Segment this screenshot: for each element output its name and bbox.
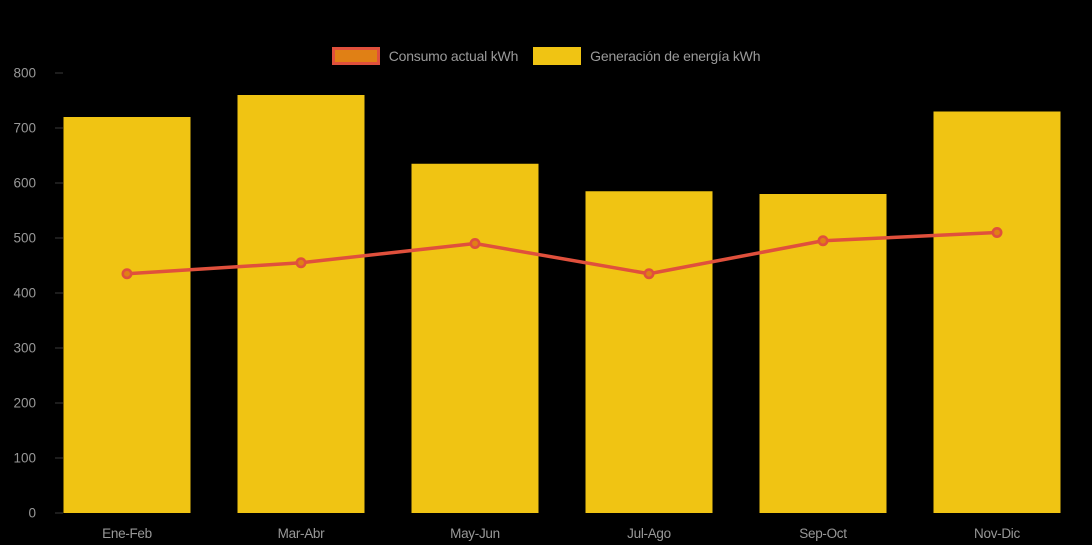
y-axis-tick-label: 300 bbox=[13, 341, 36, 356]
bar-generacion-energia bbox=[933, 111, 1061, 513]
point-consumo-actual bbox=[121, 268, 133, 280]
bar-generacion-energia bbox=[237, 95, 365, 513]
y-axis-tick-label: 400 bbox=[13, 286, 36, 301]
consumo-line-swatch-icon bbox=[331, 47, 380, 65]
point-consumo-actual bbox=[469, 238, 481, 250]
x-axis-category-label: Jul-Ago bbox=[627, 526, 671, 541]
x-axis-category-label: Ene-Feb bbox=[102, 526, 152, 541]
y-axis-tick-label: 0 bbox=[28, 506, 36, 521]
legend-label-generacion: Generación de energía kWh bbox=[590, 48, 761, 64]
chart-legend: Consumo actual kWh Generación de energía… bbox=[0, 47, 1092, 65]
legend-label-consumo: Consumo actual kWh bbox=[388, 48, 519, 64]
legend-item-consumo[interactable]: Consumo actual kWh bbox=[331, 47, 519, 65]
y-axis-tick-label: 500 bbox=[13, 231, 36, 246]
y-axis-tick-label: 600 bbox=[13, 176, 36, 191]
bar-generacion-energia bbox=[411, 163, 539, 513]
x-axis-category-label: May-Jun bbox=[450, 526, 500, 541]
legend-item-generacion[interactable]: Generación de energía kWh bbox=[533, 47, 760, 65]
point-consumo-actual bbox=[991, 227, 1003, 239]
bar-generacion-energia bbox=[63, 117, 191, 513]
point-consumo-actual bbox=[643, 268, 655, 280]
y-axis-tick-label: 200 bbox=[13, 396, 36, 411]
x-axis-category-label: Sep-Oct bbox=[799, 526, 847, 541]
generacion-bar-swatch-icon bbox=[533, 47, 582, 65]
y-axis-tick-label: 800 bbox=[13, 66, 36, 81]
x-axis-category-label: Nov-Dic bbox=[974, 526, 1020, 541]
y-axis-tick-label: 700 bbox=[13, 121, 36, 136]
x-axis-category-label: Mar-Abr bbox=[278, 526, 325, 541]
point-consumo-actual bbox=[295, 257, 307, 269]
bar-generacion-energia bbox=[585, 191, 713, 513]
line-consumo-actual bbox=[125, 230, 999, 276]
y-axis-tick-label: 100 bbox=[13, 451, 36, 466]
point-consumo-actual bbox=[817, 235, 829, 247]
